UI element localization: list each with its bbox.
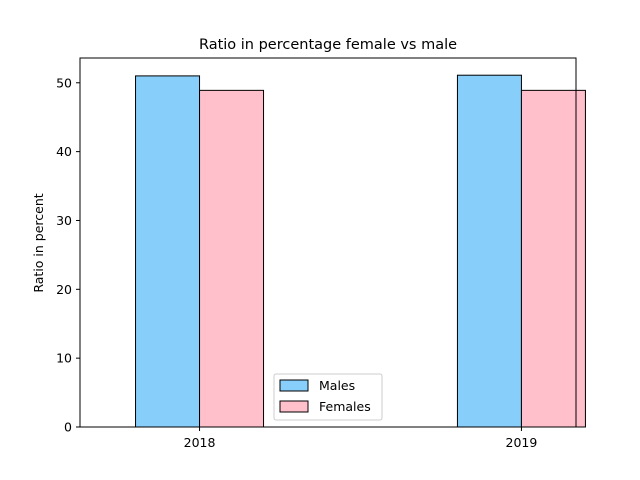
y-tick-label: 50 <box>56 75 72 90</box>
y-tick-label: 40 <box>56 144 72 159</box>
legend-label-males: Males <box>319 378 355 393</box>
y-axis: 0 10 20 30 40 50 <box>56 75 80 435</box>
bar-females-2019 <box>520 89 586 428</box>
chart-title: Ratio in percentage female vs male <box>199 37 457 53</box>
legend-swatch-males <box>279 379 309 392</box>
bars-layer <box>135 74 586 428</box>
plot-frame <box>79 57 577 428</box>
y-axis-label: Ratio in percent <box>31 193 46 292</box>
plot-area <box>79 57 586 428</box>
legend-label-females: Females <box>319 399 371 414</box>
legend-swatch-females <box>279 400 309 413</box>
x-axis: 2018 2019 <box>184 427 538 450</box>
y-tick-label: 0 <box>64 420 72 435</box>
x-tick-label-2018: 2018 <box>184 435 216 450</box>
x-tick-label-2019: 2019 <box>506 435 538 450</box>
bar-females-2018 <box>199 89 265 428</box>
legend: Males Females <box>273 373 383 421</box>
bar-males-2018 <box>135 75 201 428</box>
y-tick-label: 20 <box>56 282 72 297</box>
y-tick-label: 30 <box>56 213 72 228</box>
y-tick-label: 10 <box>56 351 72 366</box>
bar-males-2019 <box>456 74 522 428</box>
